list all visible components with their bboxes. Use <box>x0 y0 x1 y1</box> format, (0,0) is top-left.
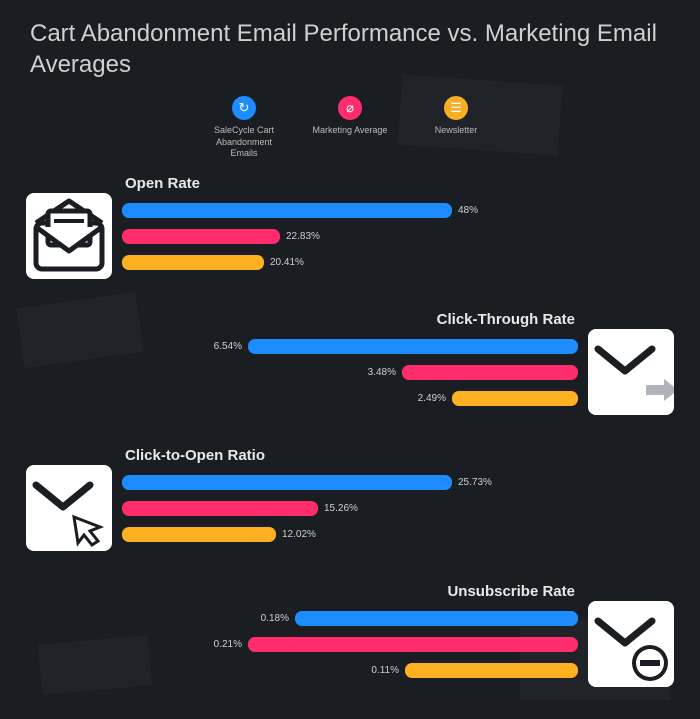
bar <box>122 229 280 244</box>
bar <box>122 527 276 542</box>
bar-row: 0.11% <box>208 661 578 679</box>
section-title: Click-to-Open Ratio <box>125 447 265 464</box>
bar-value-label: 0.11% <box>371 665 399 676</box>
legend-dot-icon: ☰ <box>444 96 468 120</box>
bar-value-label: 15.26% <box>324 503 358 514</box>
bar-group: 6.54% 3.48% 2.49% <box>208 337 578 415</box>
bar-row: 0.21% <box>208 635 578 653</box>
bar-row: 12.02% <box>122 525 498 543</box>
legend-label: Newsletter <box>435 125 478 136</box>
bar-row: 48% <box>122 201 484 219</box>
bar-value-label: 48% <box>458 205 478 216</box>
bar-row: 3.48% <box>208 363 578 381</box>
section-title: Click-Through Rate <box>437 311 575 328</box>
bar-row: 6.54% <box>208 337 578 355</box>
bar <box>295 611 578 626</box>
bar <box>248 637 578 652</box>
bar-row: 15.26% <box>122 499 498 517</box>
metric-section: Click-Through Rate 6.54% 3.48% 2.49% <box>0 305 700 435</box>
bar-row: 2.49% <box>208 389 578 407</box>
metric-section: Unsubscribe Rate 0.18% 0.21% 0.11% <box>0 577 700 707</box>
bar <box>122 501 318 516</box>
bar-value-label: 0.21% <box>214 639 242 650</box>
bar-value-label: 0.18% <box>261 613 289 624</box>
bar-value-label: 22.83% <box>286 231 320 242</box>
bar <box>402 365 578 380</box>
metric-section: Click-to-Open Ratio 25.73% 15.26% 12.02% <box>0 441 700 571</box>
bar <box>122 203 452 218</box>
bar-value-label: 25.73% <box>458 477 492 488</box>
bar <box>405 663 578 678</box>
section-title: Open Rate <box>125 175 200 192</box>
bar <box>122 475 452 490</box>
legend-dot-icon: ↻ <box>232 96 256 120</box>
bar <box>248 339 578 354</box>
legend-label: Marketing Average <box>313 125 388 136</box>
bar-value-label: 20.41% <box>270 257 304 268</box>
bar <box>452 391 578 406</box>
bar <box>122 255 264 270</box>
bar-row: 22.83% <box>122 227 484 245</box>
bar-value-label: 2.49% <box>418 393 446 404</box>
bar-row: 0.18% <box>208 609 578 627</box>
bar-value-label: 3.48% <box>368 367 396 378</box>
bar-row: 25.73% <box>122 473 498 491</box>
bar-group: 25.73% 15.26% 12.02% <box>122 473 498 551</box>
bar-value-label: 12.02% <box>282 529 316 540</box>
envelope-arrow-icon <box>588 329 674 415</box>
metric-section: Open Rate 48% 22.83% 20.41% <box>0 169 700 299</box>
legend: ↻ SaleCycle Cart Abandonment Emails ⌀ Marke… <box>0 96 700 159</box>
section-title: Unsubscribe Rate <box>447 583 575 600</box>
legend-item: ↻ SaleCycle Cart Abandonment Emails <box>203 96 285 159</box>
legend-item: ⌀ Marketing Average <box>309 96 391 159</box>
bar-group: 0.18% 0.21% 0.11% <box>208 609 578 687</box>
legend-item: ☰ Newsletter <box>415 96 497 159</box>
envelope-minus-icon <box>588 601 674 687</box>
bar-row: 20.41% <box>122 253 484 271</box>
legend-dot-icon: ⌀ <box>338 96 362 120</box>
envelope-open-icon <box>26 193 112 279</box>
envelope-cursor-icon <box>26 465 112 551</box>
page-title: Cart Abandonment Email Performance vs. M… <box>0 0 700 90</box>
bar-value-label: 6.54% <box>214 341 242 352</box>
legend-label: SaleCycle Cart Abandonment Emails <box>203 125 285 159</box>
bar-group: 48% 22.83% 20.41% <box>122 201 484 279</box>
